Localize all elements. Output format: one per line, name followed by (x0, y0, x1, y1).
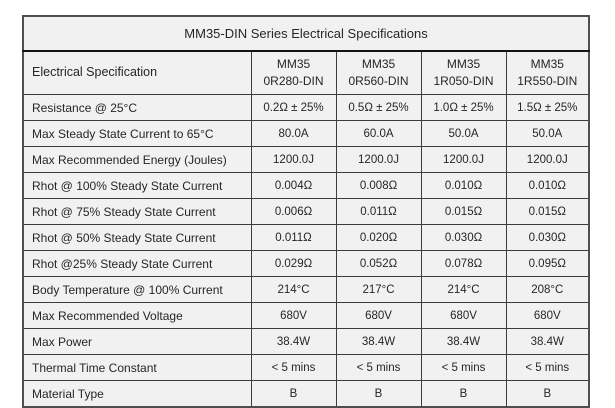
product-model: MM35 (361, 57, 396, 72)
table-row: Max Steady State Current to 65°C 80.0A 60.… (22, 120, 590, 147)
cell-value: 680V (505, 302, 590, 329)
product-variant: 0R280-DIN (263, 74, 324, 88)
cell-value: 38.4W (335, 328, 422, 355)
cell-value: 0.095Ω (505, 250, 590, 277)
cell-value: 0.029Ω (250, 250, 337, 277)
cell-value: 217°C (335, 276, 422, 303)
cell-value: 0.010Ω (505, 172, 590, 199)
cell-value: 214°C (250, 276, 337, 303)
table-header-row: Electrical Specification MM35 0R280-DIN MM… (22, 50, 590, 95)
cell-value: < 5 mins (420, 354, 507, 381)
cell-value: 0.2Ω ± 25% (250, 94, 337, 121)
cell-value: 680V (250, 302, 337, 329)
cell-value: 1200.0J (420, 146, 507, 173)
table-title: MM35-DIN Series Electrical Specification… (22, 15, 590, 52)
cell-value: < 5 mins (250, 354, 337, 381)
row-label: Max Recommended Voltage (22, 302, 252, 329)
cell-value: 0.015Ω (505, 198, 590, 225)
table-row: Max Recommended Energy (Joules) 1200.0J 12… (22, 146, 590, 173)
cell-value: 0.011Ω (250, 224, 337, 251)
cell-value: 1200.0J (250, 146, 337, 173)
cell-value: 38.4W (420, 328, 507, 355)
cell-value: 1200.0J (335, 146, 422, 173)
table-row: Max Power 38.4W 38.4W 38.4W 38.4W (22, 328, 590, 355)
row-label: Max Power (22, 328, 252, 355)
cell-value: 208°C (505, 276, 590, 303)
table-row: Rhot @ 75% Steady State Current 0.006Ω 0.0… (22, 198, 590, 225)
cell-value: < 5 mins (335, 354, 422, 381)
cell-value: 0.004Ω (250, 172, 337, 199)
product-variant: 0R560-DIN (348, 74, 409, 88)
column-header-product: MM35 0R280-DIN (250, 50, 337, 95)
cell-value: < 5 mins (505, 354, 590, 381)
cell-value: 1.5Ω ± 25% (505, 94, 590, 121)
cell-value: 1200.0J (505, 146, 590, 173)
row-label: Rhot @ 75% Steady State Current (22, 198, 252, 225)
cell-value: 1.0Ω ± 25% (420, 94, 507, 121)
cell-value: 0.020Ω (335, 224, 422, 251)
cell-value: 0.078Ω (420, 250, 507, 277)
table-row: Body Temperature @ 100% Current 214°C 217°… (22, 276, 590, 303)
row-label: Rhot @ 100% Steady State Current (22, 172, 252, 199)
table-row: Rhot @25% Steady State Current 0.029Ω 0.05… (22, 250, 590, 277)
column-header-product: MM35 0R560-DIN (335, 50, 422, 95)
cell-value: 680V (420, 302, 507, 329)
cell-value: 50.0A (420, 120, 507, 147)
row-label: Max Steady State Current to 65°C (22, 120, 252, 147)
row-label: Body Temperature @ 100% Current (22, 276, 252, 303)
row-label: Rhot @ 50% Steady State Current (22, 224, 252, 251)
table-title-row: MM35-DIN Series Electrical Specification… (22, 15, 590, 52)
product-variant: 1R050-DIN (433, 74, 494, 88)
cell-value: 0.008Ω (335, 172, 422, 199)
cell-value: 0.006Ω (250, 198, 337, 225)
cell-value: B (420, 380, 507, 408)
product-model: MM35 (276, 57, 311, 72)
row-label: Resistance @ 25°C (22, 94, 252, 121)
cell-value: 0.011Ω (335, 198, 422, 225)
table-row: Thermal Time Constant < 5 mins < 5 mins < 5… (22, 354, 590, 381)
cell-value: 50.0A (505, 120, 590, 147)
table-row: Rhot @ 100% Steady State Current 0.004Ω 0.… (22, 172, 590, 199)
row-label: Material Type (22, 380, 252, 408)
cell-value: B (250, 380, 337, 408)
cell-value: 0.015Ω (420, 198, 507, 225)
cell-value: 0.030Ω (420, 224, 507, 251)
product-variant: 1R550-DIN (517, 74, 578, 88)
row-label: Max Recommended Energy (Joules) (22, 146, 252, 173)
row-label: Thermal Time Constant (22, 354, 252, 381)
product-model: MM35 (446, 57, 481, 72)
cell-value: 214°C (420, 276, 507, 303)
cell-value: 38.4W (250, 328, 337, 355)
cell-value: 680V (335, 302, 422, 329)
table-row: Max Recommended Voltage 680V 680V 680V 680V (22, 302, 590, 329)
cell-value: B (505, 380, 590, 408)
table-row: Material Type B B B B (22, 380, 590, 408)
cell-value: 0.052Ω (335, 250, 422, 277)
table-row: Resistance @ 25°C 0.2Ω ± 25% 0.5Ω ± 25% 1.0… (22, 94, 590, 121)
cell-value: 0.030Ω (505, 224, 590, 251)
column-header-spec: Electrical Specification (22, 50, 252, 95)
cell-value: 0.5Ω ± 25% (335, 94, 422, 121)
row-label: Rhot @25% Steady State Current (22, 250, 252, 277)
cell-value: 60.0A (335, 120, 422, 147)
column-header-product: MM35 1R050-DIN (420, 50, 507, 95)
electrical-specifications-table: MM35-DIN Series Electrical Specification… (22, 15, 591, 408)
cell-value: 38.4W (505, 328, 590, 355)
table-row: Rhot @ 50% Steady State Current 0.011Ω 0.0… (22, 224, 590, 251)
cell-value: 80.0A (250, 120, 337, 147)
column-header-product: MM35 1R550-DIN (505, 50, 590, 95)
cell-value: 0.010Ω (420, 172, 507, 199)
cell-value: B (335, 380, 422, 408)
product-model: MM35 (530, 57, 564, 72)
